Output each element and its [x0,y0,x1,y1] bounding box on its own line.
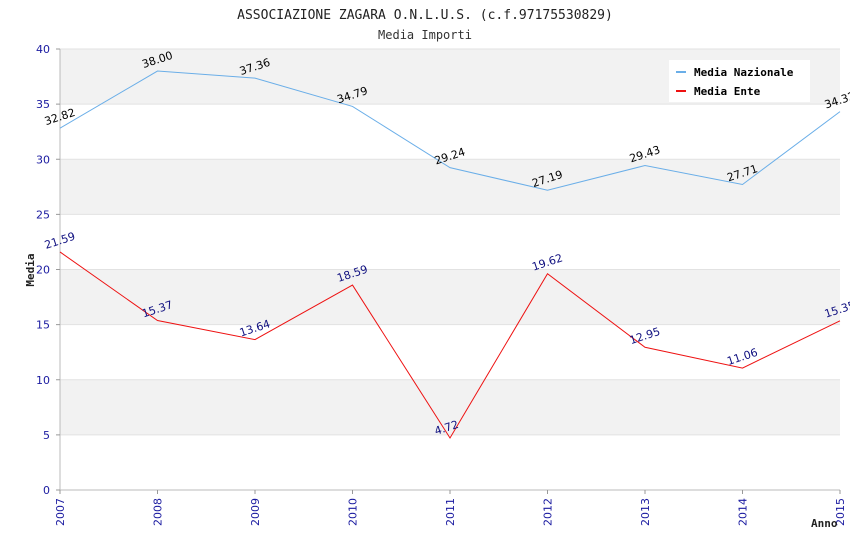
legend-label: Media Ente [694,85,761,98]
plot-band [60,434,840,490]
y-tick-label: 15 [36,319,50,332]
x-tick-label: 2013 [639,498,652,526]
y-tick-label: 0 [43,484,50,497]
plot-band [60,214,840,270]
plot-band [60,379,840,435]
x-axis-label: Anno [811,517,838,530]
plot-band [60,159,840,215]
y-tick-label: 30 [36,153,50,166]
series-line-2 [59,251,841,439]
y-tick-label: 40 [36,43,50,56]
legend-box [669,60,810,102]
plot-band [60,324,840,380]
x-tick-label: 2014 [737,498,750,526]
plot-background [60,49,840,490]
plot-band [60,104,840,160]
x-tick-label: 2009 [249,498,262,526]
x-tick-label: 2012 [542,498,555,526]
x-tick-label: 2015 [834,498,847,526]
chart-subtitle: Media Importi [378,28,472,42]
x-axis-ticks: 2007 2008 2009 2010 2011 2012 2013 2014 2015 [54,490,847,526]
y-tick-label: 35 [36,98,50,111]
chart-title: ASSOCIAZIONE ZAGARA O.N.L.U.S. (c.f.9717… [237,8,613,23]
y-tick-label: 25 [36,208,50,221]
plot-band [60,269,840,325]
x-tick-label: 2011 [444,498,457,526]
x-tick-label: 2010 [347,498,360,526]
y-axis-ticks: 0 5 10 15 20 25 30 35 40 [36,43,60,497]
x-tick-label: 2007 [54,498,67,526]
series-line-1 [59,70,841,191]
y-tick-label: 10 [36,374,50,387]
legend-label: Media Nazionale [694,66,794,79]
y-tick-label: 5 [43,429,50,442]
y-axis-label: Media [24,253,37,286]
legend: Media Nazionale Media Ente [669,60,810,102]
x-tick-label: 2008 [152,498,165,526]
series-lines [59,70,841,439]
y-tick-label: 20 [36,264,50,277]
